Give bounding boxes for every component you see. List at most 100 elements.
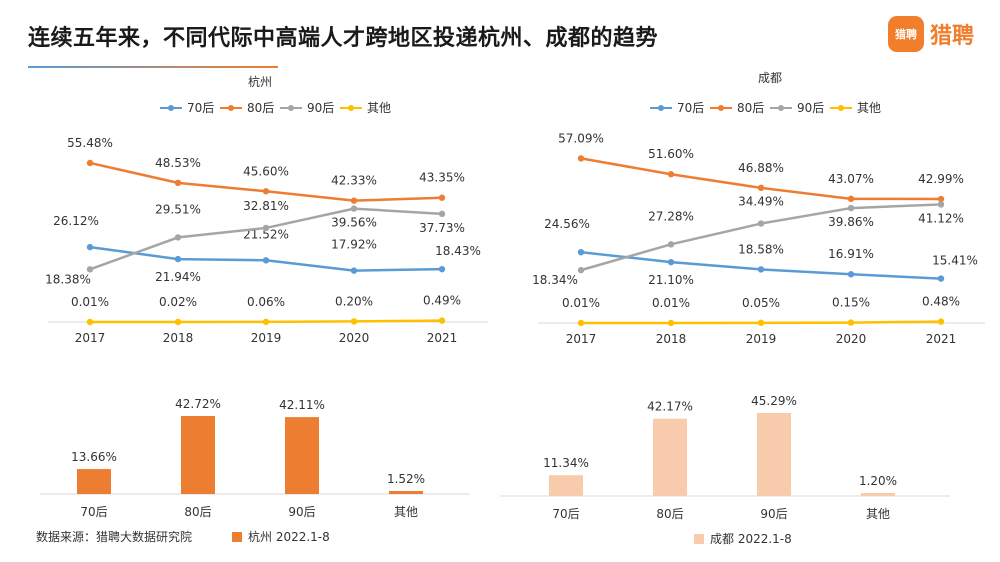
data-label: 29.51% [155,202,201,216]
data-point [262,318,270,326]
data-label: 27.28% [648,209,694,223]
bar-value-label: 1.20% [859,474,897,488]
bar-80后 [653,418,687,496]
data-point [667,319,675,327]
data-label: 42.33% [331,174,377,188]
data-label: 0.15% [832,296,870,310]
data-point [757,266,765,273]
data-label: 21.10% [648,273,694,287]
data-point [174,318,182,326]
data-label: 39.56% [331,216,377,230]
data-label: 18.38% [45,272,91,286]
data-point [262,257,270,264]
legend-label: 90后 [307,101,334,115]
data-point [350,267,358,274]
x-tick-label: 2019 [746,332,777,346]
data-point [847,319,855,326]
data-point [937,201,945,208]
legend-marker [228,105,234,111]
legend-hangzhou-bar: 杭州 2022.1-8 [232,528,330,545]
data-point [847,204,855,212]
data-point [262,224,270,232]
legend-marker [838,105,844,111]
legend-marker [348,105,354,111]
x-tick-label: 2021 [926,332,957,346]
data-label: 26.12% [53,214,99,228]
bar-value-label: 11.34% [543,456,589,470]
data-point [174,179,182,187]
x-tick-label: 2020 [836,332,867,346]
x-tick-label: 2018 [163,331,194,345]
legend-label: 成都 2022.1-8 [710,532,792,546]
data-label: 45.60% [243,164,289,178]
x-tick-label: 2018 [656,332,687,346]
data-point [847,195,855,203]
data-point [757,220,765,227]
data-label: 0.20% [335,294,373,308]
data-point [667,241,675,248]
chart-title: 成都 [758,71,782,85]
data-label: 55.48% [67,136,113,150]
bar-80后 [181,416,215,494]
legend-chengdu-bar: 成都 2022.1-8 [694,530,792,547]
legend-label: 90后 [797,101,824,115]
data-label: 34.49% [738,195,784,209]
legend-label: 70后 [187,101,214,115]
bar-70后 [77,469,111,494]
data-label: 16.91% [828,247,874,261]
data-point [174,234,182,241]
bar-90后 [757,413,791,496]
bar-value-label: 42.72% [175,397,221,411]
data-label: 42.99% [918,172,964,186]
legend-marker [168,105,174,111]
data-label: 0.49% [423,294,461,308]
data-point [757,319,765,327]
bar-value-label: 45.29% [751,394,797,408]
legend-label: 80后 [737,101,764,115]
x-tick-label: 2017 [566,332,597,346]
data-label: 57.09% [558,131,604,145]
data-point [350,197,358,204]
data-point [86,318,94,326]
data-point [86,266,94,273]
bar-category-label: 其他 [866,507,890,521]
data-point [438,194,446,201]
brand-icon: 猎聘 [887,16,924,52]
data-label: 18.34% [532,273,578,287]
brand-name: 猎聘 [929,24,974,49]
data-point [937,275,945,282]
series-line-90后 [580,203,942,272]
bar-category-label: 90后 [288,505,315,519]
data-point [577,319,585,327]
data-label: 51.60% [648,147,694,161]
data-label: 21.52% [243,227,289,241]
data-label: 17.92% [331,238,377,252]
legend-swatch [232,531,242,542]
data-point [350,318,358,325]
bar-其他 [389,491,423,494]
bar-其他 [861,493,895,496]
data-source-note: 数据来源：猎聘大数据研究院 [36,530,193,544]
data-label: 48.53% [155,156,201,170]
data-point [937,195,945,203]
legend-marker [658,105,664,111]
data-label: 21.94% [155,270,201,284]
data-point [174,255,182,263]
bar-category-label: 其他 [394,505,418,519]
bar-value-label: 1.52% [387,472,425,486]
data-point [577,248,585,256]
bar-category-label: 70后 [552,507,579,521]
bar-category-label: 80后 [656,507,683,521]
bar-value-label: 13.66% [71,450,117,464]
brand-logo: 猎聘 猎聘 [887,16,974,52]
bar-category-label: 90后 [760,507,787,521]
data-point [262,188,270,195]
bar-70后 [549,475,583,496]
data-point [667,171,675,178]
x-tick-label: 2020 [339,331,370,345]
bar-90后 [285,417,319,494]
legend-marker [778,105,784,111]
data-label: 0.02% [159,295,197,309]
data-label: 0.01% [652,296,690,310]
